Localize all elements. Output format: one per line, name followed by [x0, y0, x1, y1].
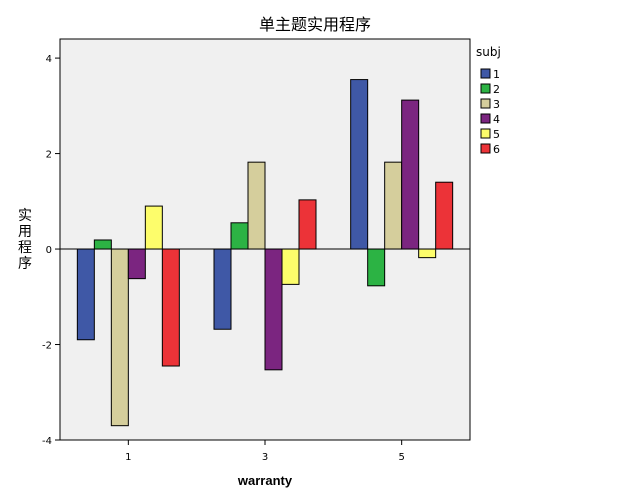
y-tick-label: -4	[42, 436, 52, 447]
x-tick-label: 3	[262, 452, 268, 463]
chart-title: 单主题实用程序	[259, 15, 371, 34]
bar-subj-3-warranty-1	[110, 248, 129, 427]
x-axis: 1 3 5	[125, 440, 405, 463]
bar-subj-3-warranty-5	[384, 161, 403, 250]
bar-subj-2-warranty-5	[367, 248, 386, 287]
y-tick-label: 0	[46, 245, 52, 256]
bar-subj-1-warranty-1	[76, 248, 95, 341]
legend: subj 1 2 3 4 5 6	[476, 45, 501, 156]
bar-subj-4-warranty-5	[401, 99, 420, 250]
bar-subj-1-warranty-3	[213, 248, 232, 330]
bars-layer	[76, 79, 454, 427]
legend-swatch-5	[480, 128, 491, 139]
legend-label-6: 6	[493, 143, 500, 156]
legend-swatch-1	[480, 68, 491, 79]
bar-subj-5-warranty-5	[418, 248, 437, 259]
x-tick-label: 5	[398, 452, 404, 463]
legend-label-2: 2	[493, 83, 500, 96]
bar-subj-5-warranty-1	[144, 205, 163, 250]
x-axis-label: warranty	[237, 473, 293, 488]
bar-subj-6-warranty-1	[161, 248, 180, 367]
bar-subj-6-warranty-3	[298, 199, 317, 250]
legend-label-4: 4	[493, 113, 500, 126]
x-tick-label: 1	[125, 452, 131, 463]
y-axis-label: 实用程序	[18, 208, 32, 272]
legend-label-1: 1	[493, 68, 500, 81]
legend-swatch-2	[480, 83, 491, 94]
y-axis: -4 -2 0 2 4	[42, 54, 60, 447]
bar-subj-2-warranty-3	[230, 222, 249, 250]
y-tick-label: 2	[46, 150, 52, 161]
legend-swatch-6	[480, 143, 491, 154]
legend-label-5: 5	[493, 128, 500, 141]
bar-subj-4-warranty-1	[127, 248, 146, 280]
bar-subj-3-warranty-3	[247, 161, 266, 250]
bar-subj-6-warranty-5	[435, 181, 454, 250]
legend-swatch-4	[480, 113, 491, 124]
legend-swatch-3	[480, 98, 491, 109]
bar-subj-4-warranty-3	[264, 248, 283, 371]
legend-title: subj	[476, 45, 501, 59]
bar-subj-2-warranty-1	[93, 239, 112, 250]
bar-subj-5-warranty-3	[281, 248, 300, 285]
y-tick-label: -2	[42, 341, 52, 352]
y-tick-label: 4	[46, 54, 52, 65]
bar-subj-1-warranty-5	[350, 79, 369, 250]
legend-label-3: 3	[493, 98, 500, 111]
